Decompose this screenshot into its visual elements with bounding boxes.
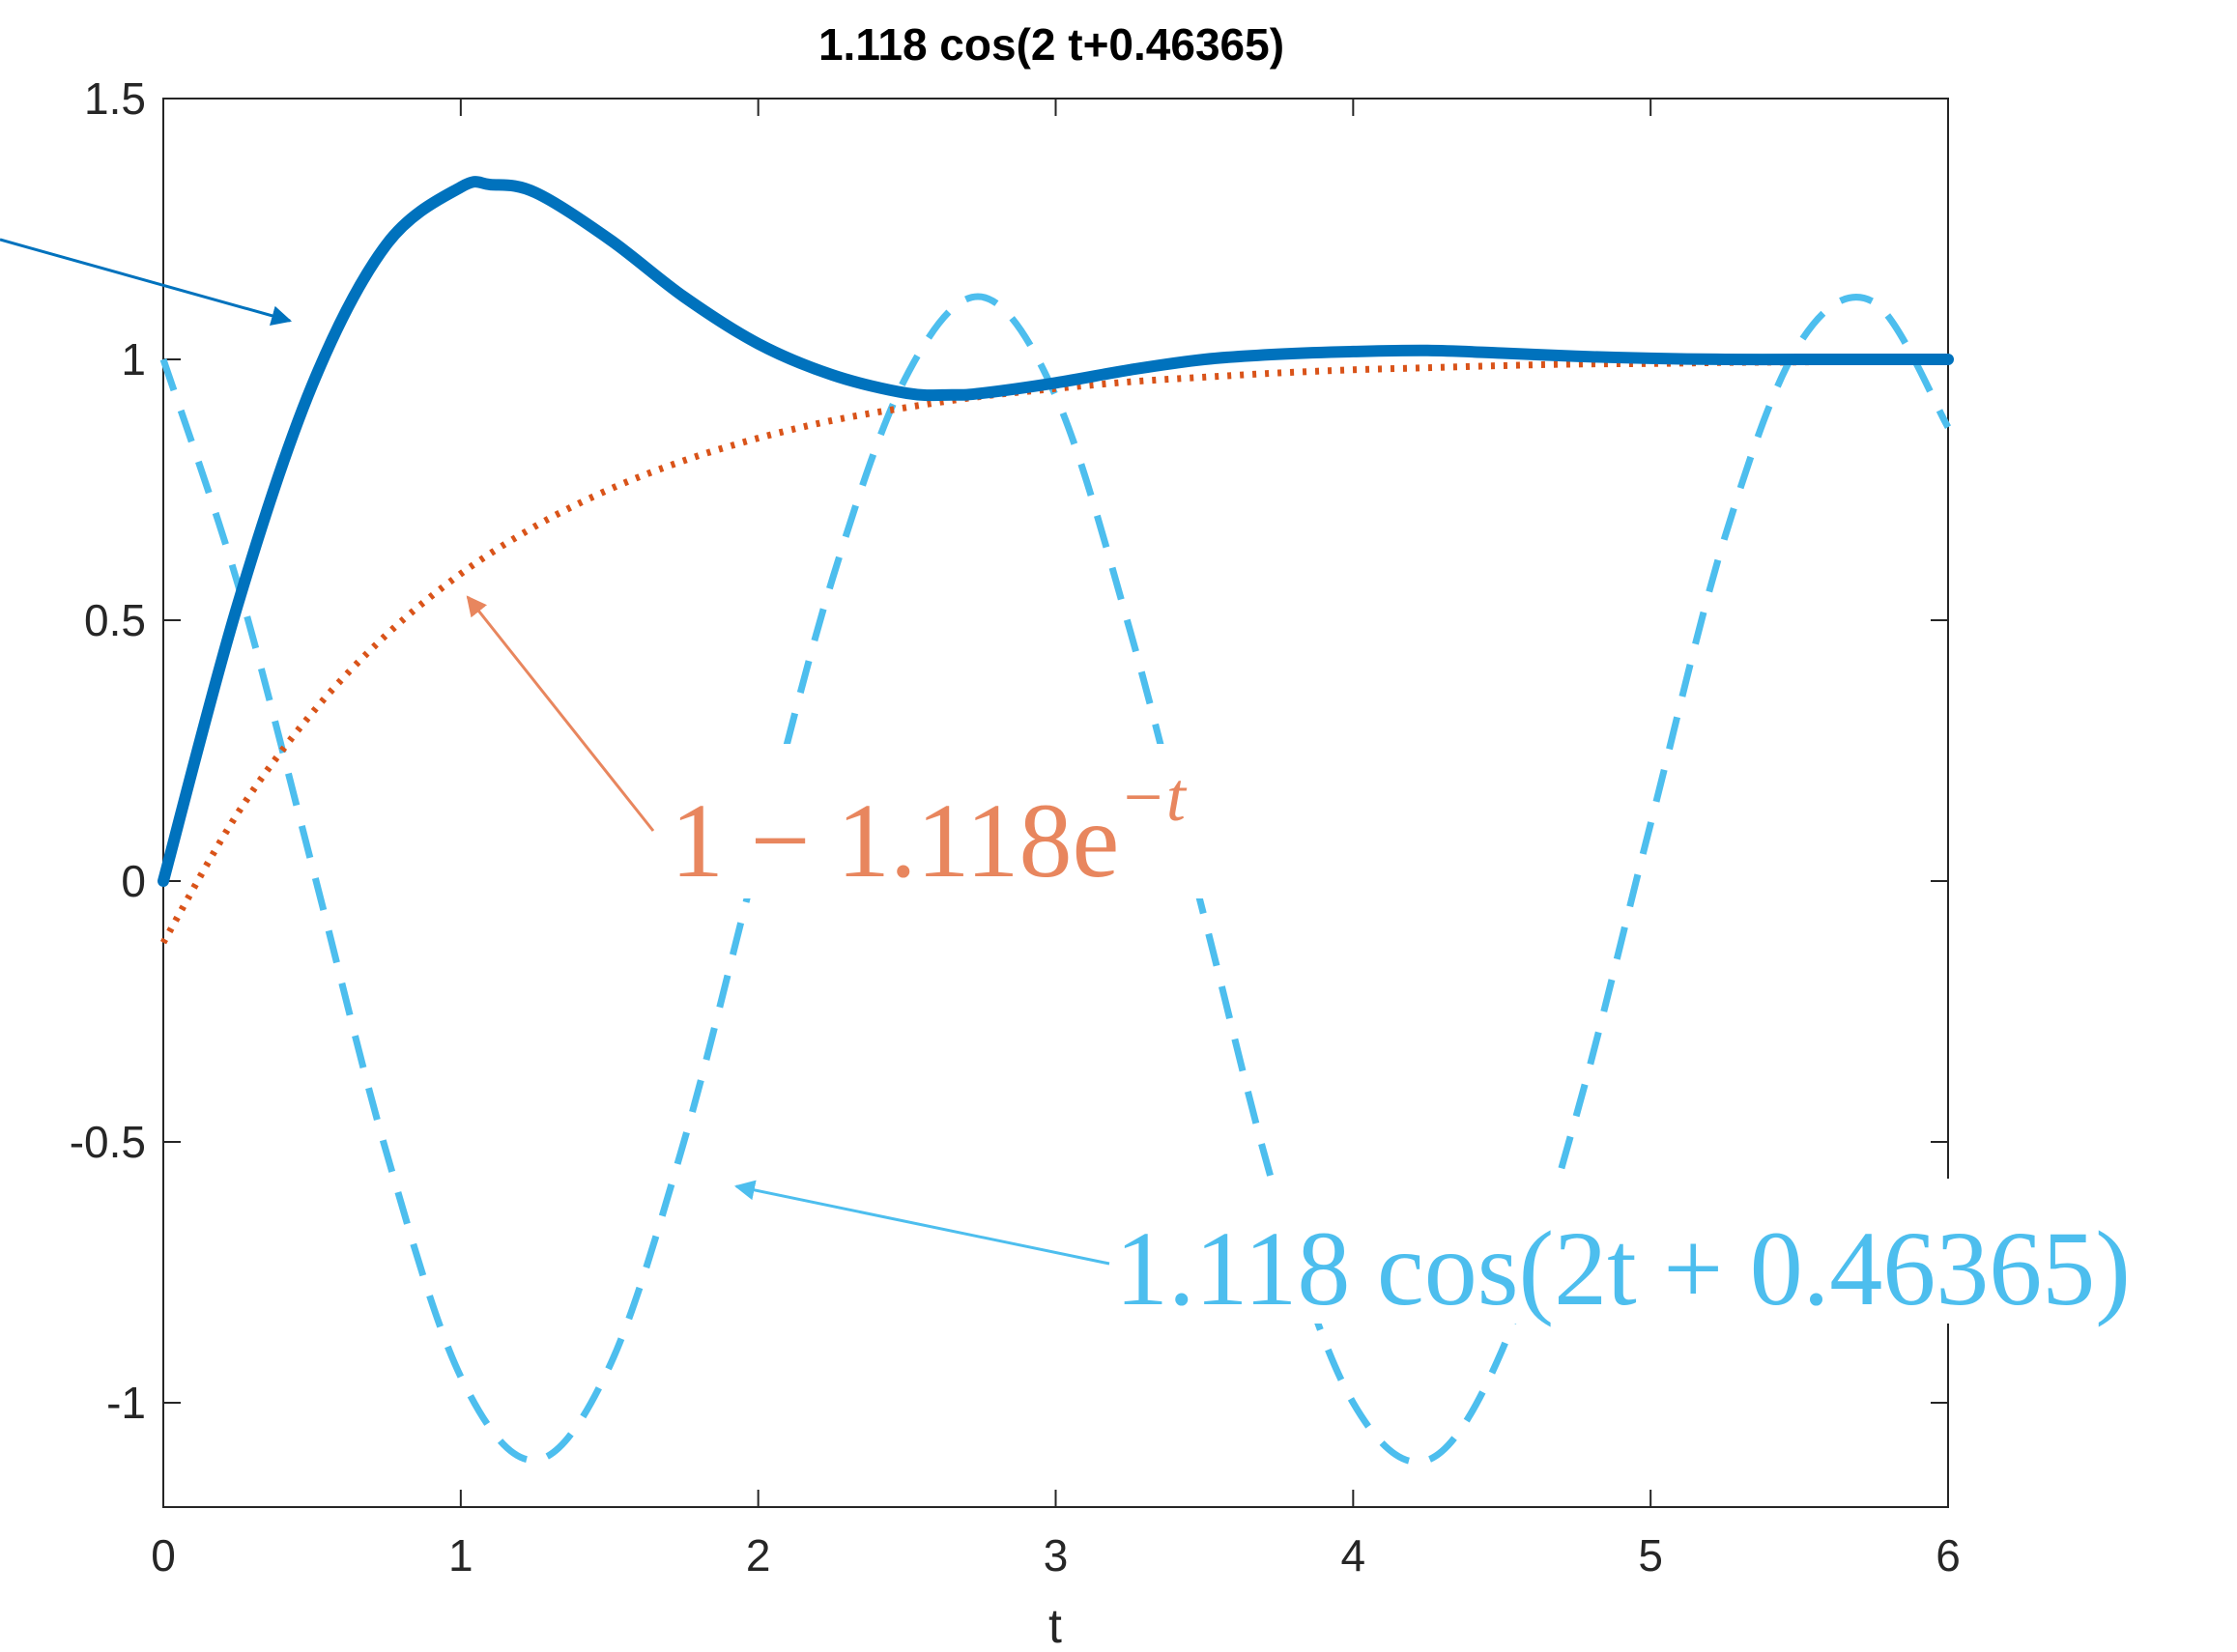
annotation-arrow-exp [466, 595, 655, 832]
y-tick-label: -0.5 [70, 1117, 146, 1167]
x-axis-label: t [1048, 1599, 1062, 1652]
x-tick-label: 6 [1936, 1530, 1961, 1581]
y-tick-label: 1 [121, 334, 146, 385]
annotation-cos-text: 1.118 cos(2t + 0.46365) [1115, 1210, 2131, 1327]
y-tick-label: 0.5 [84, 595, 146, 645]
axis-ticks: 0 1 2 3 4 5 6 -1 -0.5 0 0.5 1 1.5 [70, 73, 1961, 1581]
x-tick-label: 1 [448, 1530, 473, 1581]
x-tick-label: 0 [151, 1530, 176, 1581]
annotation-exp-superscript: −t [1119, 758, 1188, 836]
annotation-cos-background [1111, 1179, 2232, 1324]
annotation-exp-background [663, 744, 1243, 898]
x-tick-label: 2 [746, 1530, 771, 1581]
annotation-arrow-solid [0, 238, 293, 327]
series-layer [158, 176, 1954, 1466]
chart-title: 1.118 cos(2 t+0.46365) [818, 19, 1284, 70]
annotation-exp-main: 1 − 1.118e [671, 782, 1119, 899]
x-tick-label: 5 [1638, 1530, 1663, 1581]
annotation-cos: 1.118 cos(2t + 0.46365) [1111, 1179, 2232, 1327]
annotation-arrow-cos [733, 1180, 1110, 1266]
series-solid-line [158, 176, 1954, 887]
x-tick-label: 4 [1341, 1530, 1366, 1581]
y-tick-label: 0 [121, 856, 146, 906]
y-tick-label: 1.5 [84, 73, 146, 124]
x-tick-label: 3 [1044, 1530, 1069, 1581]
annotation-exp: 1 − 1.118e−t [663, 744, 1243, 899]
y-tick-label: -1 [106, 1378, 146, 1428]
series-dashed-line [159, 293, 1952, 1466]
annotation-exp-text: 1 − 1.118e−t [671, 758, 1188, 899]
